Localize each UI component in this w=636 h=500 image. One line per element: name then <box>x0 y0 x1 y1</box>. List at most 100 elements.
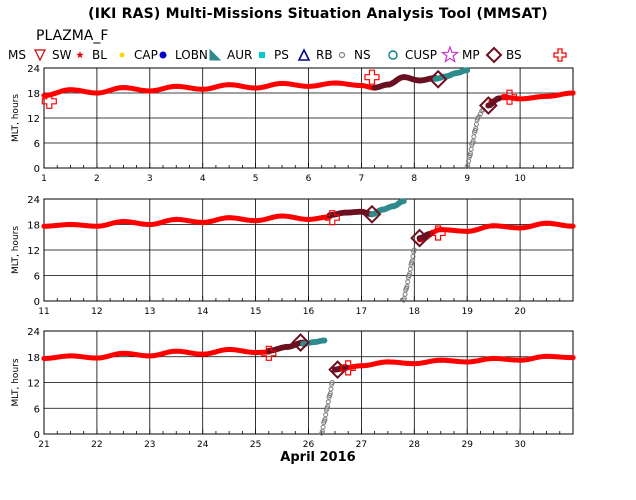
y-tick-label: 18 <box>27 353 40 364</box>
crossing-marker <box>41 93 57 109</box>
x-tick-label: 20 <box>514 307 526 317</box>
data-point-ns <box>325 399 331 405</box>
data-point-ms <box>495 95 502 102</box>
bow-shock-marker <box>291 333 310 353</box>
crossing-marker <box>261 345 277 361</box>
y-tick-label: 0 <box>34 430 40 441</box>
y-tick-label: 18 <box>27 221 40 232</box>
y-tick-label: 24 <box>27 327 40 338</box>
series-sw <box>41 346 576 373</box>
y-tick-label: 0 <box>34 164 40 175</box>
data-point-ps <box>400 198 407 205</box>
data-point-ns <box>329 380 335 385</box>
y-axis-label: MLT, hours <box>11 226 21 274</box>
x-tick-label: 21 <box>38 440 49 450</box>
bow-shock-marker <box>428 69 448 89</box>
x-tick-label: 13 <box>144 307 155 317</box>
crossing-marker <box>324 210 340 226</box>
crossing-marker <box>501 89 518 105</box>
data-point-ns <box>473 126 479 132</box>
x-tick-label: 18 <box>409 307 421 317</box>
series-ps <box>368 198 407 218</box>
mission-name: PLAZMA_F <box>36 28 109 44</box>
crossing-marker <box>364 69 380 85</box>
data-point-ns <box>468 146 474 152</box>
data-point-ns <box>470 138 476 144</box>
series-ns <box>464 107 486 170</box>
x-tick-label: 15 <box>250 307 261 317</box>
bow-shock-marker <box>362 204 382 224</box>
y-tick-label: 24 <box>27 195 40 206</box>
series-ns <box>401 247 417 303</box>
data-point-ns <box>479 108 485 114</box>
bow-shock-marker <box>410 228 430 248</box>
crossing-marker <box>430 225 446 241</box>
data-point-ns <box>325 403 331 409</box>
data-point-ns <box>327 390 333 396</box>
data-point-ns <box>473 121 479 127</box>
x-tick-label: 27 <box>356 440 367 450</box>
y-tick-label: 6 <box>34 404 40 415</box>
data-point-ns <box>410 253 416 259</box>
x-tick-label: 28 <box>409 440 421 450</box>
x-tick-label: 4 <box>200 174 206 184</box>
y-axis-label: MLT, hours <box>11 358 21 406</box>
x-tick-label: 29 <box>461 440 473 450</box>
x-tick-label: 5 <box>253 174 259 184</box>
x-tick-label: 11 <box>38 307 49 317</box>
x-tick-label: 10 <box>514 174 526 184</box>
data-point-ns <box>323 412 329 418</box>
x-tick-label: 14 <box>197 307 209 317</box>
panel-2: 11 12 13 14 15 16 17 18 19 20 0 6 12 18 24 MLT, hours <box>11 195 576 317</box>
series-sw <box>41 80 576 104</box>
x-tick-label: 30 <box>514 440 526 450</box>
x-tick-label: 26 <box>303 440 315 450</box>
x-tick-label: 3 <box>147 174 153 184</box>
x-tick-label: 6 <box>306 174 312 184</box>
data-point-ns <box>409 258 415 264</box>
data-point-ns <box>405 279 411 285</box>
data-point-ns <box>411 247 417 253</box>
x-tick-label: 12 <box>91 307 102 317</box>
y-tick-label: 18 <box>27 89 40 100</box>
panel-3: 21 22 23 24 25 26 27 28 29 30 0 6 12 18 24 MLT, hours <box>11 327 576 450</box>
x-tick-label: 24 <box>197 440 209 450</box>
data-point-ns <box>407 271 413 277</box>
data-point-ns <box>320 424 326 430</box>
chart-title: (IKI RAS) Multi-Missions Situation Analy… <box>88 6 548 22</box>
x-month-label: April 2016 <box>280 450 356 465</box>
data-point-ns <box>328 386 334 392</box>
data-point-ns <box>322 416 328 422</box>
x-tick-label: 7 <box>359 174 365 184</box>
y-tick-label: 6 <box>34 139 40 150</box>
data-point-ns <box>471 134 477 140</box>
series-ns <box>319 380 335 436</box>
data-point-ns <box>402 291 408 297</box>
bow-shock-marker <box>328 360 348 380</box>
series-ms <box>371 74 502 109</box>
data-point-sw <box>570 355 576 361</box>
x-tick-label: 9 <box>464 174 470 184</box>
data-point-ns <box>468 151 474 157</box>
x-tick-label: 1 <box>41 174 47 184</box>
x-tick-label: 25 <box>250 440 261 450</box>
x-tick-label: 2 <box>94 174 100 184</box>
y-tick-label: 0 <box>34 297 40 308</box>
data-point-ps <box>321 337 328 344</box>
x-tick-label: 22 <box>91 440 102 450</box>
y-axis-label: MLT, hours <box>11 94 21 142</box>
data-point-ns <box>475 115 481 121</box>
data-point-sw <box>570 90 576 96</box>
y-tick-label: 12 <box>27 246 40 257</box>
x-tick-label: 23 <box>144 440 155 450</box>
x-tick-label: 19 <box>461 307 473 317</box>
x-tick-label: 8 <box>411 174 417 184</box>
data-point-ns <box>404 283 410 289</box>
data-point-sw <box>570 223 576 229</box>
y-tick-label: 12 <box>27 379 40 390</box>
crossing-marker <box>340 360 356 376</box>
series-ps <box>432 67 471 82</box>
data-point-ns <box>407 266 413 272</box>
